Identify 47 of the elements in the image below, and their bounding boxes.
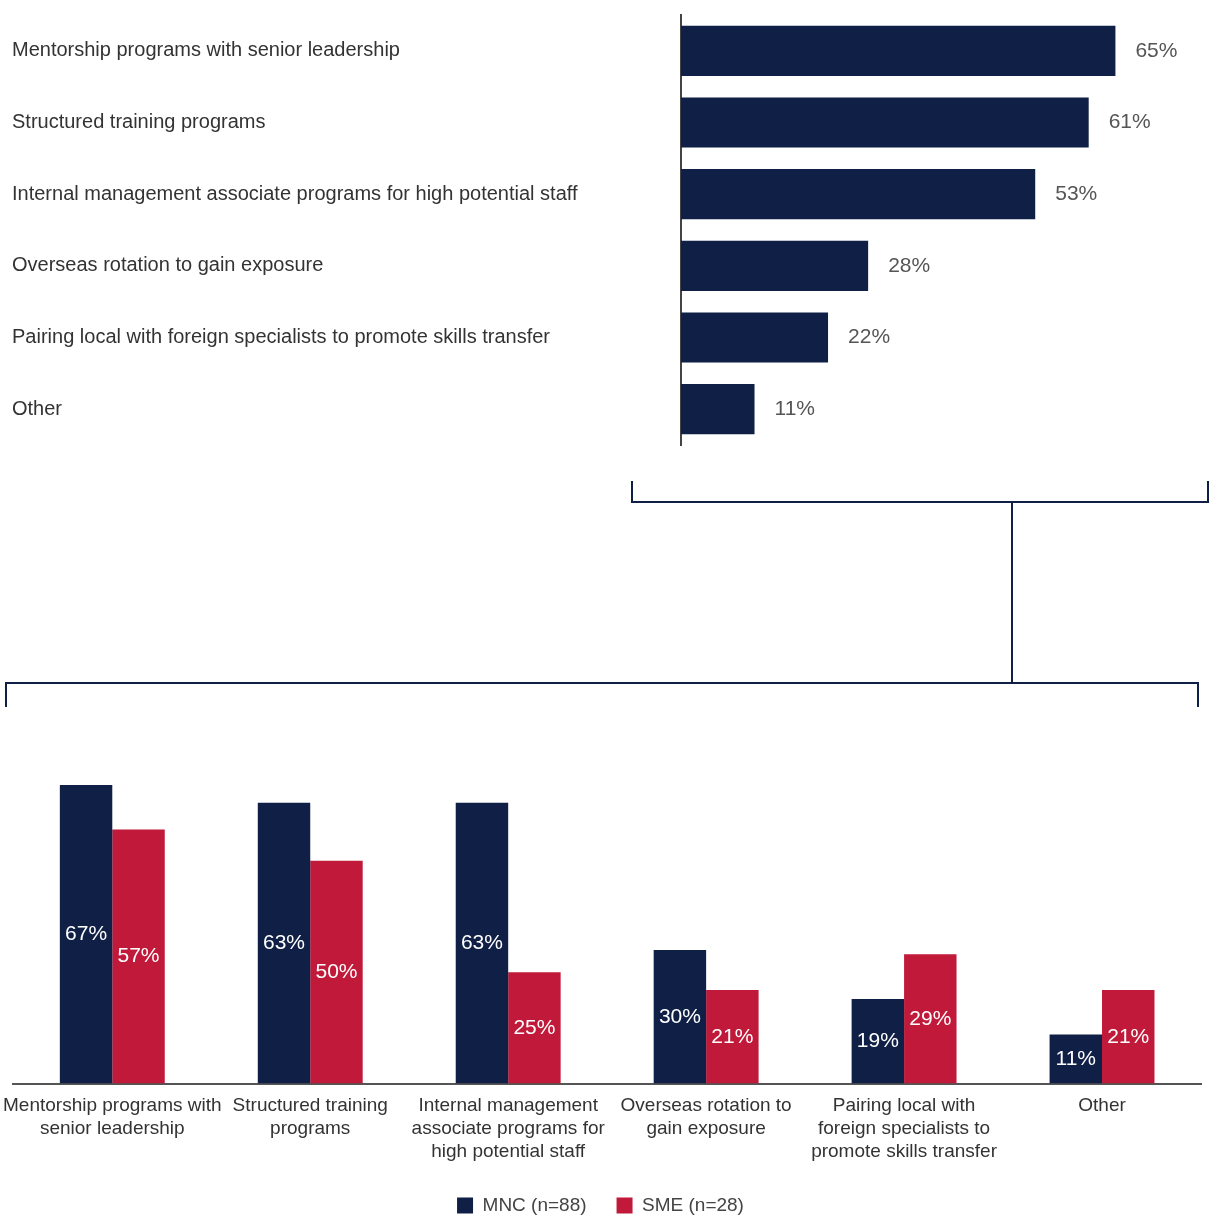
bar — [1102, 990, 1155, 1084]
y-tick-label: Mentorship programs with senior leadership — [12, 38, 400, 61]
y-tick-label: Other — [12, 396, 63, 419]
legend-label: MNC (n=88) — [482, 1193, 587, 1215]
bar — [59, 785, 113, 1084]
data-label: 28% — [888, 252, 931, 276]
bar — [706, 990, 759, 1084]
bar — [455, 802, 509, 1084]
bar — [681, 384, 755, 435]
data-label: 63% — [460, 930, 503, 954]
bar — [681, 97, 1089, 148]
x-tick-label: Overseas rotation to gain exposure — [620, 1094, 792, 1139]
bar — [310, 860, 363, 1084]
bar — [681, 240, 869, 291]
data-label: 29% — [909, 1005, 952, 1029]
bar — [681, 312, 829, 363]
bar — [257, 802, 311, 1084]
data-label: 50% — [315, 958, 358, 982]
data-label: 61% — [1108, 109, 1151, 133]
data-label: 11% — [1055, 1045, 1097, 1069]
x-tick-label: Internal management associate programs for high potential staff — [411, 1094, 606, 1161]
bar — [681, 25, 1116, 76]
data-label: 25% — [513, 1014, 556, 1038]
data-label: 21% — [1107, 1023, 1150, 1047]
data-label: 19% — [856, 1028, 899, 1052]
data-label: 22% — [848, 324, 891, 348]
y-tick-label: Pairing local with foreign specialists to promote skills transfer — [12, 325, 551, 348]
data-label: 11% — [774, 395, 815, 419]
bar — [112, 829, 165, 1084]
bar — [508, 972, 561, 1084]
data-label: 30% — [658, 1003, 701, 1027]
data-label: 53% — [1055, 180, 1098, 204]
bar — [851, 998, 905, 1084]
x-tick-label: Other — [1078, 1094, 1127, 1116]
x-tick-label: Pairing local with foreign specialists to promote skills transfer — [811, 1094, 998, 1161]
y-tick-label: Internal management associate programs for high potential staff — [12, 181, 578, 204]
data-label: 63% — [263, 930, 306, 954]
data-label: 67% — [65, 921, 108, 945]
bar — [653, 949, 707, 1084]
bar — [904, 954, 957, 1084]
data-label: 21% — [711, 1023, 754, 1047]
data-label: 57% — [117, 943, 160, 967]
data-label: 65% — [1135, 37, 1178, 61]
y-tick-label: Structured training programs — [12, 110, 266, 133]
y-tick-label: Overseas rotation to gain exposure — [12, 253, 324, 276]
bar — [681, 169, 1036, 220]
legend-label: SME (n=28) — [642, 1193, 744, 1215]
